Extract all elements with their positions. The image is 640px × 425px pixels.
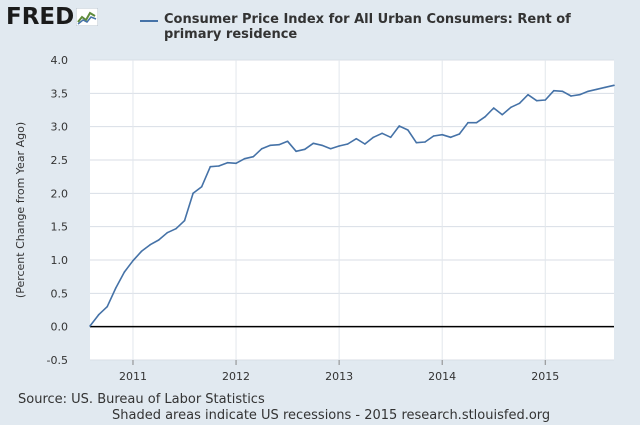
data-point	[312, 142, 315, 145]
data-point	[398, 125, 401, 127]
fred-logo-text: FRED	[6, 4, 75, 30]
data-point	[89, 325, 91, 327]
y-tick-label: 3.0	[51, 121, 69, 134]
data-point	[355, 137, 358, 140]
data-point	[175, 227, 177, 230]
x-tick-label: 2013	[325, 370, 353, 383]
data-point	[286, 140, 289, 143]
data-point	[346, 143, 349, 145]
data-point	[106, 305, 109, 308]
data-point	[157, 239, 160, 241]
data-point	[458, 133, 461, 135]
y-tick-label: 1.5	[51, 221, 69, 234]
y-tick-label: -0.5	[47, 354, 68, 367]
data-point	[613, 84, 615, 87]
data-point	[364, 143, 366, 145]
data-point	[595, 88, 598, 91]
y-tick-label: 0.5	[51, 287, 69, 300]
cpi-rent-series-line	[89, 84, 615, 327]
data-point	[226, 161, 229, 164]
data-point	[261, 147, 263, 150]
data-point	[553, 89, 555, 92]
data-point	[424, 141, 426, 143]
data-point	[535, 99, 538, 102]
y-tick-label: 2.0	[51, 187, 69, 200]
data-point	[218, 165, 220, 167]
data-point	[269, 144, 272, 147]
y-axis-ticks: -0.5 0.0 0.5 1.0 1.5 2.0 2.5 3.0 3.5 4.0	[47, 54, 68, 367]
y-axis-label: (Percent Change from Year Ago)	[14, 122, 27, 298]
data-point	[192, 192, 194, 195]
data-point	[114, 287, 117, 289]
data-point	[467, 121, 469, 124]
x-axis-ticks: 2011 2012 2013 2014 2015	[119, 360, 559, 383]
chart-legend: Consumer Price Index for All Urban Consu…	[140, 12, 620, 42]
data-point	[295, 150, 297, 153]
data-point	[235, 162, 237, 165]
source-note: Source: US. Bureau of Labor Statistics	[18, 392, 265, 407]
data-point	[484, 115, 486, 118]
data-point	[243, 157, 246, 160]
y-tick-label: 4.0	[51, 54, 69, 67]
data-point	[372, 136, 375, 139]
data-point	[252, 155, 255, 158]
plot-area	[90, 60, 614, 360]
recession-footnote: Shaded areas indicate US recessions - 20…	[112, 408, 551, 423]
data-point	[278, 143, 280, 146]
data-point	[123, 271, 126, 273]
data-point	[561, 90, 564, 93]
data-point	[604, 86, 607, 89]
data-point	[407, 129, 409, 131]
data-point	[321, 144, 323, 147]
fred-logo[interactable]: FRED	[6, 4, 99, 30]
data-points	[89, 84, 615, 327]
data-point	[441, 133, 443, 136]
data-point	[544, 99, 547, 101]
data-point	[570, 95, 572, 97]
data-point	[518, 102, 521, 105]
data-point	[527, 93, 529, 96]
grid-lines	[90, 59, 614, 361]
data-point	[492, 107, 495, 109]
fred-graph-icon	[76, 8, 99, 26]
y-tick-label: 2.5	[51, 154, 69, 167]
y-tick-label: 1.0	[51, 254, 69, 267]
data-point	[140, 250, 143, 253]
data-point	[381, 132, 383, 135]
data-point	[97, 313, 100, 316]
data-point	[209, 165, 212, 168]
line-chart: -0.5 0.0 0.5 1.0 1.5 2.0 2.5 3.0 3.5 4.0 2011 2012…	[14, 54, 615, 383]
legend-swatch	[140, 20, 158, 22]
data-point	[475, 121, 478, 124]
y-tick-label: 0.0	[51, 321, 69, 334]
data-point	[149, 243, 151, 246]
data-point	[578, 93, 581, 96]
x-tick-label: 2011	[119, 370, 147, 383]
data-point	[200, 185, 203, 188]
data-point	[389, 136, 392, 139]
data-point	[449, 136, 452, 139]
x-tick-label: 2012	[222, 370, 250, 383]
data-point	[432, 135, 435, 137]
data-point	[166, 231, 169, 234]
x-tick-label: 2015	[531, 370, 559, 383]
data-point	[303, 148, 306, 151]
y-tick-label: 3.5	[51, 87, 69, 100]
legend-label: Consumer Price Index for All Urban Consu…	[164, 12, 571, 42]
data-point	[501, 113, 504, 116]
data-point	[415, 141, 418, 144]
data-point	[183, 219, 186, 222]
x-tick-label: 2014	[428, 370, 456, 383]
data-point	[510, 106, 512, 109]
data-point	[132, 259, 134, 262]
data-point	[338, 145, 340, 147]
data-point	[587, 90, 590, 93]
data-point	[329, 147, 332, 150]
